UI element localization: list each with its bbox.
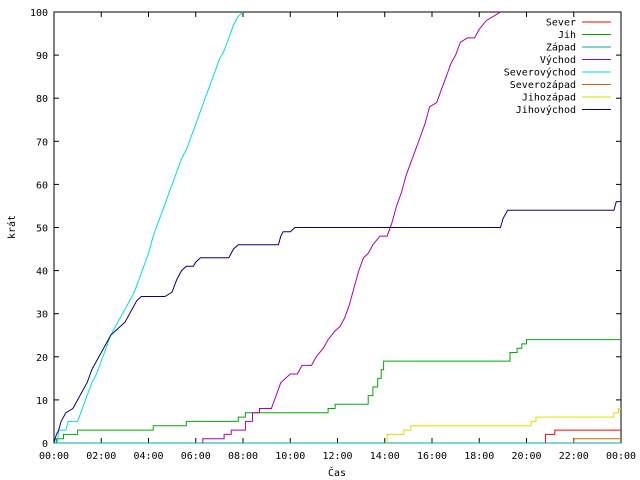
legend-label: Jihozápad — [522, 92, 576, 104]
y-tick-label: 80 — [36, 94, 48, 105]
y-tick-label: 50 — [36, 224, 48, 235]
legend-label: Jihovýchod — [516, 104, 576, 116]
y-tick-label: 40 — [36, 267, 48, 278]
series-lines — [53, 11, 621, 444]
x-tick-label: 00:00 — [39, 451, 69, 462]
x-tick-label: 04:00 — [133, 451, 163, 462]
series-line-jih — [54, 339, 621, 444]
legend-label: Západ — [546, 42, 576, 54]
legend-label: Severovýchod — [504, 67, 576, 79]
legend-label: Východ — [540, 54, 576, 66]
x-tick-label: 00:00 — [606, 451, 636, 462]
x-tick-label: 12:00 — [322, 451, 352, 462]
x-tick-label: 18:00 — [464, 451, 494, 462]
x-tick-label: 08:00 — [228, 451, 258, 462]
y-axis-label: krát — [6, 215, 18, 239]
y-tick-label: 90 — [36, 51, 48, 62]
x-tick-label: 14:00 — [370, 451, 400, 462]
legend-label: Jih — [558, 30, 576, 41]
series-line-severovýchod — [57, 11, 244, 444]
series-line-východ — [202, 11, 501, 443]
x-tick-label: 02:00 — [86, 451, 116, 462]
legend-label: Severozápad — [510, 79, 576, 91]
x-axis-label: Čas — [328, 466, 346, 479]
y-tick-label: 60 — [36, 180, 48, 191]
x-tick-label: 06:00 — [181, 451, 211, 462]
series-line-jihovýchod — [53, 201, 621, 444]
x-tick-label: 10:00 — [275, 451, 305, 462]
y-tick-label: 20 — [36, 353, 48, 364]
x-tick-label: 20:00 — [511, 451, 541, 462]
y-tick-label: 10 — [36, 396, 48, 407]
y-tick-label: 0 — [42, 439, 48, 450]
series-line-sever — [544, 429, 621, 443]
series-line-severozápad — [573, 438, 621, 443]
axis-ticks: 00:00 02:00 04:00 06:00 08:00 10:00 12:00 14:00… — [30, 8, 636, 462]
legend-label: Sever — [546, 18, 576, 29]
y-tick-label: 30 — [36, 310, 48, 321]
x-tick-label: 16:00 — [417, 451, 447, 462]
y-tick-label: 70 — [36, 137, 48, 148]
series-line-jihozápad — [386, 408, 621, 443]
y-tick-label: 100 — [30, 8, 48, 19]
x-tick-label: 22:00 — [559, 451, 589, 462]
legend: SeverJihZápadVýchodSeverovýchodSeverozáp… — [504, 18, 611, 116]
